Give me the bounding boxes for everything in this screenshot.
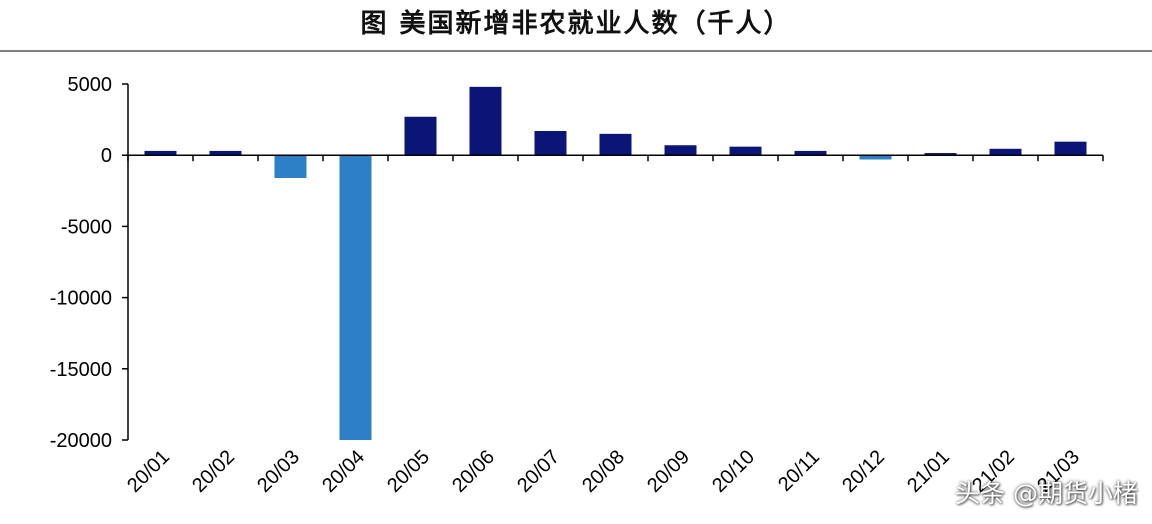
bar-20-04 bbox=[339, 155, 372, 440]
bars bbox=[144, 86, 1087, 440]
y-tick-label: 5000 bbox=[68, 74, 113, 96]
x-tick-label: 20/10 bbox=[708, 446, 759, 497]
x-tick-label: 20/02 bbox=[188, 446, 239, 497]
bar-20-02 bbox=[209, 150, 242, 156]
bar-21-01 bbox=[924, 153, 957, 156]
x-tick-label: 20/06 bbox=[448, 446, 499, 497]
y-tick-label: -10000 bbox=[50, 288, 112, 310]
x-tick-label: 20/11 bbox=[774, 446, 824, 496]
bar-20-08 bbox=[599, 133, 632, 156]
bar-20-11 bbox=[794, 150, 827, 156]
bar-20-05 bbox=[404, 116, 437, 156]
x-tick-label: 20/04 bbox=[318, 446, 369, 497]
y-tick-label: -5000 bbox=[61, 216, 112, 238]
bar-21-02 bbox=[989, 148, 1022, 156]
title-divider bbox=[0, 50, 1152, 52]
y-tick-label: -15000 bbox=[50, 359, 112, 381]
bar-20-10 bbox=[729, 146, 762, 156]
bar-20-07 bbox=[534, 130, 567, 156]
x-tick-label: 20/09 bbox=[643, 446, 694, 497]
bar-20-12 bbox=[859, 155, 892, 160]
x-tick-label: 20/07 bbox=[513, 446, 564, 497]
y-tick-label: -20000 bbox=[50, 430, 112, 452]
x-axis: 20/01 20/02 20/03 20/04 20/05 20/06 20/07 20/08… bbox=[123, 154, 1104, 497]
bar-21-03 bbox=[1054, 141, 1087, 156]
x-tick-label: 20/03 bbox=[253, 446, 304, 497]
x-tick-label: 20/01 bbox=[123, 446, 174, 497]
bar-20-01 bbox=[144, 150, 177, 156]
bar-20-06 bbox=[469, 86, 502, 156]
x-tick-label: 20/05 bbox=[383, 446, 434, 497]
watermark: 头条 @期货小楮 bbox=[955, 479, 1138, 508]
y-tick-label: 0 bbox=[101, 145, 112, 167]
x-tick-label: 20/08 bbox=[578, 446, 629, 497]
y-axis: 5000 0 -5000 -10000 -15000 -20000 bbox=[50, 74, 129, 452]
x-tick-label: 21/01 bbox=[903, 446, 954, 497]
bar-20-03 bbox=[274, 155, 307, 178]
bar-20-09 bbox=[664, 145, 697, 156]
chart-title: 图 美国新增非农就业人数（千人） bbox=[360, 9, 792, 39]
x-tick-label: 20/12 bbox=[838, 446, 889, 497]
